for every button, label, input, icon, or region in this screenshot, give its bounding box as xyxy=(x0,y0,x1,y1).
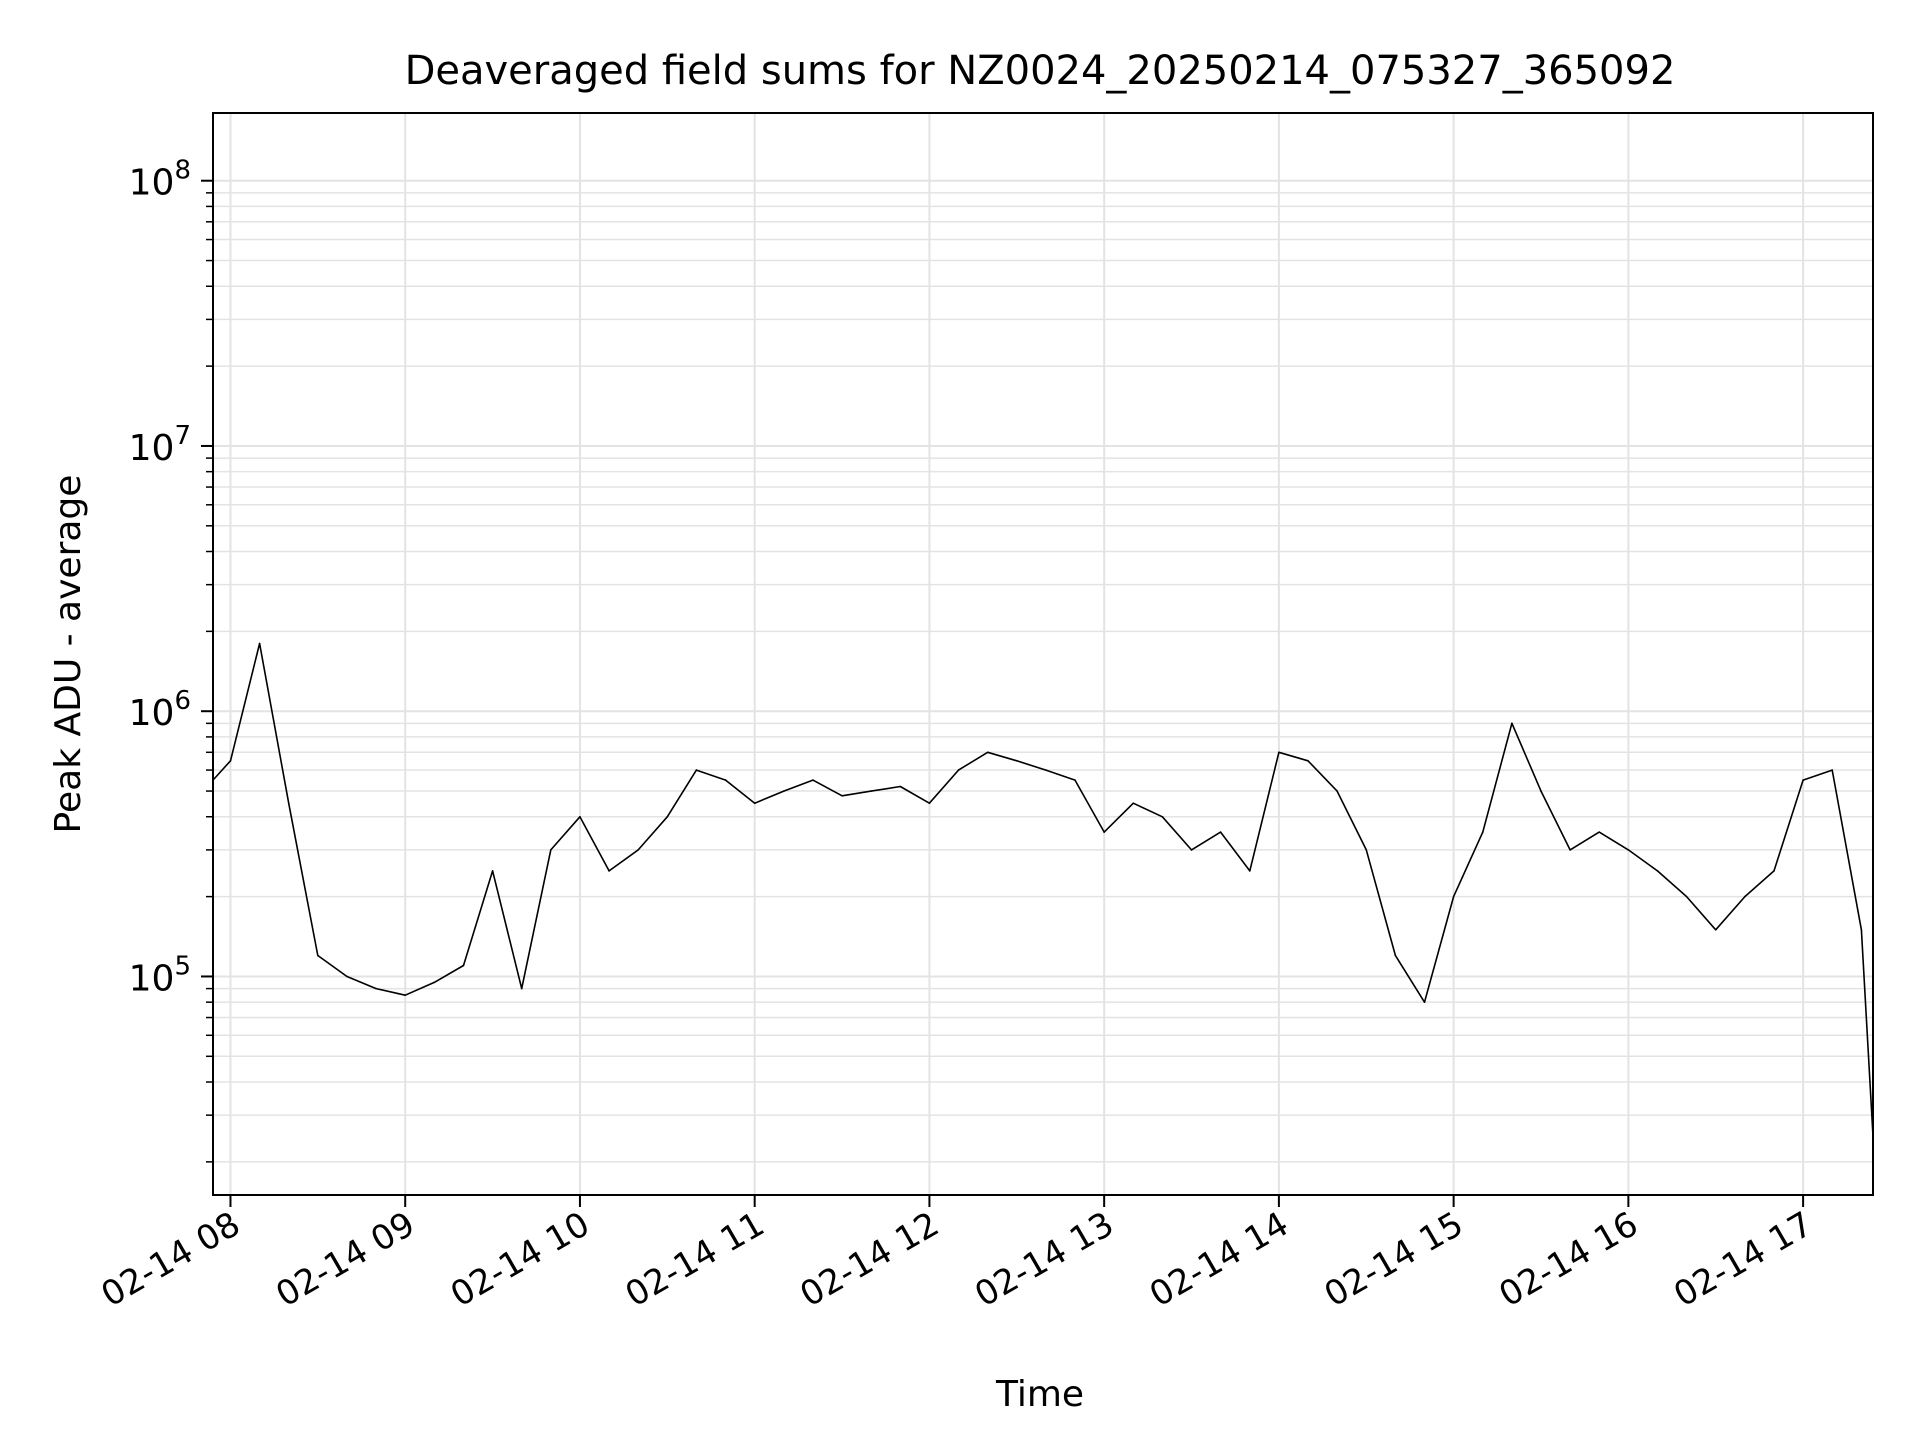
data-point xyxy=(1278,751,1280,754)
data-point xyxy=(1248,870,1251,872)
data-point xyxy=(1831,769,1834,771)
data-point xyxy=(986,751,989,754)
data-point xyxy=(1656,870,1659,872)
data-point xyxy=(404,994,407,996)
data-point xyxy=(1103,831,1105,833)
chart-title: Deaveraged field sums for NZ0024_2025021… xyxy=(405,48,1676,94)
data-point xyxy=(1860,928,1863,931)
data-point xyxy=(666,815,669,818)
data-point xyxy=(783,790,785,792)
data-point xyxy=(637,849,639,851)
data-point xyxy=(375,987,377,990)
data-point xyxy=(579,815,581,818)
plot-frame xyxy=(212,112,1874,1196)
data-point xyxy=(1511,722,1513,725)
data-point xyxy=(346,975,348,978)
data-point xyxy=(1714,928,1717,931)
data-point xyxy=(1481,831,1484,833)
data-point xyxy=(1569,849,1571,851)
data-point xyxy=(1365,849,1368,851)
data-point xyxy=(1219,831,1222,833)
data-point xyxy=(1074,779,1076,781)
data-point xyxy=(753,802,756,804)
data-point xyxy=(870,790,872,792)
data-point xyxy=(1045,769,1047,771)
data-point xyxy=(462,964,465,967)
data-point xyxy=(1540,790,1542,792)
data-point xyxy=(1307,760,1309,762)
data-point xyxy=(1744,895,1746,898)
data-point xyxy=(1773,870,1775,872)
data-point xyxy=(258,642,261,645)
data-point xyxy=(608,870,610,872)
data-point xyxy=(1190,849,1193,851)
data-point xyxy=(1336,790,1338,792)
data-point xyxy=(1015,760,1018,762)
series-layer xyxy=(212,642,1874,1137)
data-point xyxy=(928,802,931,804)
x-axis-label: Time xyxy=(995,1374,1084,1415)
y-tick-label: 108 xyxy=(129,156,191,204)
data-point xyxy=(491,870,494,872)
data-point xyxy=(724,779,727,781)
data-point xyxy=(1394,954,1397,957)
data-point xyxy=(695,769,698,771)
data-point xyxy=(520,987,523,990)
data-point xyxy=(1685,895,1688,898)
data-point xyxy=(841,794,843,797)
grid xyxy=(213,113,1873,1195)
data-point xyxy=(433,981,436,984)
data-point xyxy=(1598,831,1601,833)
y-axis-label: Peak ADU - average xyxy=(48,475,89,834)
data-point xyxy=(550,849,552,851)
data-point xyxy=(229,760,232,762)
data-point xyxy=(317,954,319,957)
data-point xyxy=(1423,1001,1426,1003)
data-point xyxy=(1802,779,1804,781)
data-point xyxy=(1132,802,1135,804)
data-point xyxy=(1452,895,1455,898)
data-point xyxy=(1627,849,1630,851)
data-point xyxy=(287,802,290,804)
data-point xyxy=(899,785,902,788)
data-point xyxy=(1161,815,1164,818)
data-point xyxy=(957,769,960,771)
data-point xyxy=(812,779,814,781)
